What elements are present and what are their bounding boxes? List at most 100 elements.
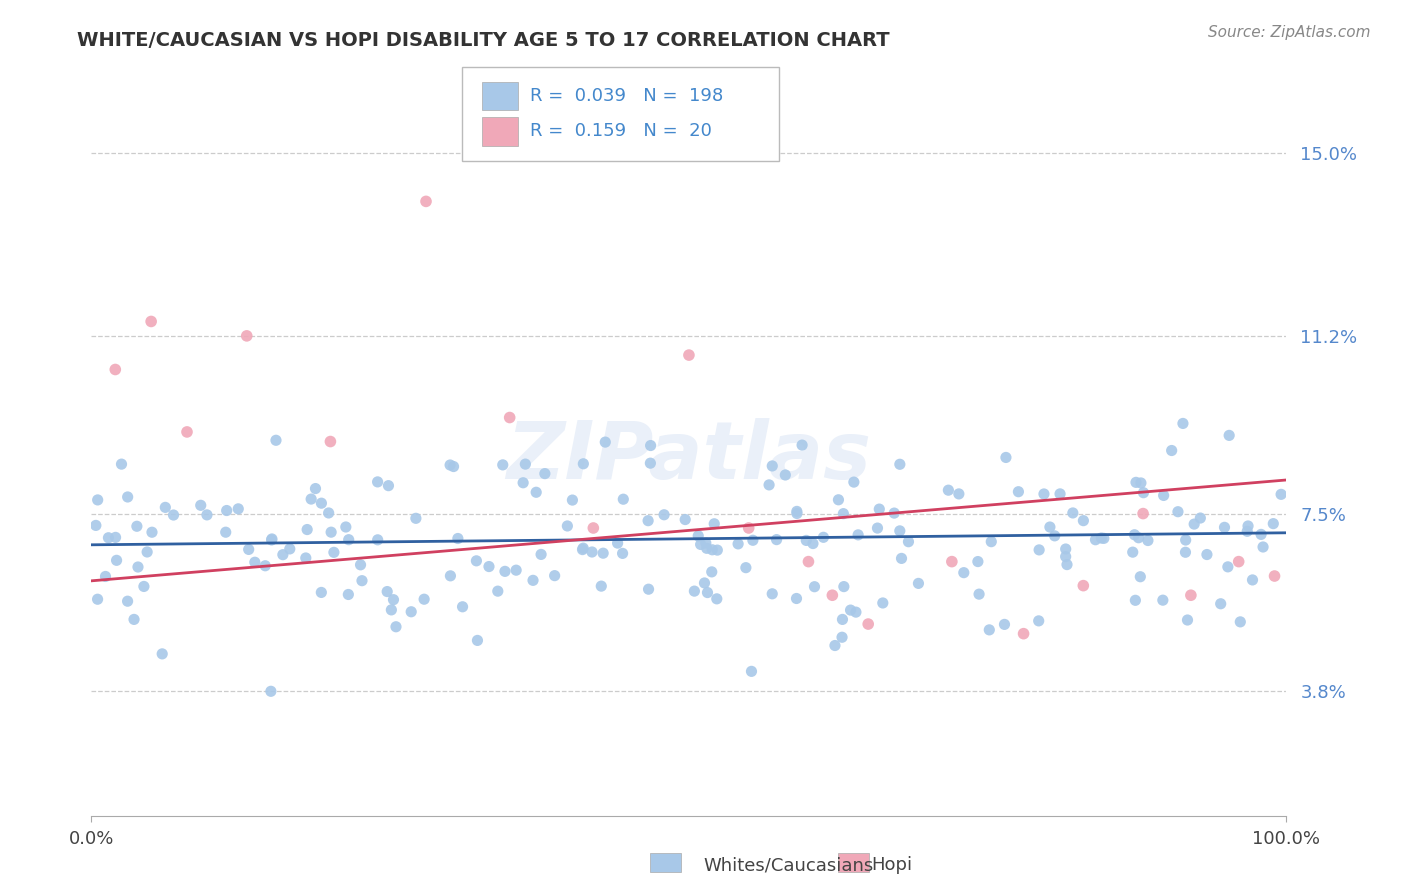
Point [304,482,326,496]
Point [979,623,1001,637]
Point [97,531,120,545]
Point [1229,615,1251,629]
Point [758,478,780,492]
Point [1167,505,1189,519]
Point [260,532,283,546]
Point [761,458,783,473]
Point [801,536,824,550]
Point [86,592,108,607]
Point [260,533,283,547]
Point [534,467,557,481]
Point [294,551,316,566]
Point [1092,532,1115,546]
Point [1270,487,1292,501]
Point [215,525,238,540]
Point [1250,527,1272,541]
Point [1209,597,1232,611]
Point [405,511,427,525]
Point [467,633,489,648]
Point [980,534,1002,549]
Point [1174,545,1197,559]
Point [846,528,869,542]
Point [952,566,974,580]
Point [311,585,333,599]
Point [706,591,728,606]
Point [591,579,613,593]
Point [1132,485,1154,500]
Text: Source: ZipAtlas.com: Source: ZipAtlas.com [1208,25,1371,40]
Point [375,584,398,599]
Point [1043,529,1066,543]
Point [889,524,911,538]
Point [1263,516,1285,531]
Point [967,587,990,601]
Point [765,533,787,547]
Point [1056,558,1078,572]
Text: R =  0.159   N =  20: R = 0.159 N = 20 [530,122,711,140]
Point [141,525,163,540]
Point [543,568,565,582]
Point [813,530,835,544]
Point [524,485,547,500]
Point [117,594,139,608]
Point [439,569,461,583]
Point [238,542,260,557]
Point [797,555,820,569]
Point [842,475,865,489]
Point [349,558,371,572]
Point [941,555,963,569]
Point [505,563,527,577]
Point [335,520,357,534]
Point [652,508,675,522]
Point [907,576,929,591]
Point [803,580,825,594]
Point [415,194,437,209]
Point [1171,417,1194,431]
Point [637,582,659,597]
Point [785,591,807,606]
Point [105,553,128,567]
Point [693,576,716,591]
Point [530,548,553,562]
Point [703,516,725,531]
Point [299,491,322,506]
Bar [838,853,869,872]
Point [117,490,139,504]
Point [572,457,595,471]
Point [640,438,662,452]
Point [1054,549,1077,564]
Point [498,410,520,425]
Point [827,492,849,507]
Point [322,545,344,559]
Point [1237,519,1260,533]
Point [1136,533,1159,548]
Point [883,506,905,520]
Text: R =  0.039   N =  198: R = 0.039 N = 198 [530,87,723,105]
Point [367,475,389,489]
Point [1132,507,1154,521]
Point [696,541,718,556]
Point [319,434,342,449]
Point [104,530,127,544]
Point [572,541,595,556]
Point [1062,506,1084,520]
Point [866,521,889,535]
Point [1182,517,1205,532]
Point [367,533,389,547]
Point [132,579,155,593]
Point [889,457,911,471]
Point [1007,484,1029,499]
Point [494,565,516,579]
Point [872,596,894,610]
Point [127,560,149,574]
Point [318,506,340,520]
Point [702,542,724,557]
Point [1128,531,1150,545]
Point [1189,511,1212,525]
Point [790,438,813,452]
Point [84,518,107,533]
Point [1213,520,1236,534]
Point [994,450,1017,465]
Point [832,580,855,594]
Point [215,503,238,517]
